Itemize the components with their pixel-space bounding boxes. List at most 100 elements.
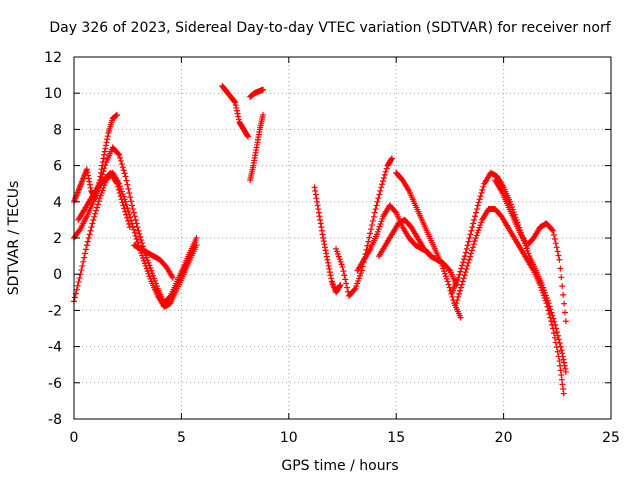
data-point	[86, 231, 93, 238]
data-point	[136, 230, 143, 237]
data-point	[130, 226, 137, 233]
data-point	[549, 226, 556, 233]
data-point	[445, 266, 452, 273]
data-point	[543, 300, 550, 307]
data-point	[99, 162, 106, 169]
data-point	[371, 209, 378, 216]
data-point	[351, 286, 358, 293]
y-tick-label: 2	[53, 231, 62, 247]
series-pass-p	[492, 177, 569, 325]
data-point	[558, 376, 565, 383]
x-tick-label: 25	[602, 430, 620, 446]
data-point	[374, 198, 381, 205]
series-pass-o	[453, 206, 567, 397]
data-point	[457, 287, 464, 294]
data-point	[470, 241, 477, 248]
data-point	[466, 235, 473, 241]
data-point	[235, 113, 242, 120]
data-point	[475, 199, 482, 206]
data-point	[80, 258, 87, 265]
data-point	[558, 347, 565, 354]
data-point	[83, 242, 90, 249]
data-point	[560, 390, 567, 397]
data-point	[122, 173, 129, 180]
data-point	[117, 193, 124, 200]
data-point	[336, 283, 343, 290]
data-point	[235, 116, 242, 123]
data-point	[552, 339, 559, 346]
data-point	[260, 111, 267, 118]
data-point	[340, 268, 347, 275]
data-point	[121, 170, 128, 177]
data-point	[89, 220, 96, 227]
data-point	[84, 238, 91, 245]
data-point	[123, 177, 130, 184]
data-point	[553, 329, 560, 336]
data-point	[367, 230, 374, 237]
data-point	[318, 227, 325, 234]
data-point	[373, 202, 380, 209]
data-point	[339, 263, 346, 270]
chart-title: Day 326 of 2023, Sidereal Day-to-day VTE…	[49, 20, 611, 36]
data-point	[101, 151, 108, 158]
data-point	[560, 291, 567, 298]
data-point	[562, 368, 569, 375]
data-point	[462, 269, 469, 276]
data-point	[467, 231, 474, 238]
data-point	[469, 244, 476, 251]
data-point	[380, 178, 387, 185]
data-point	[459, 278, 466, 285]
data-point	[457, 268, 464, 275]
data-point	[124, 214, 131, 221]
series-pass-l	[393, 169, 464, 321]
data-point	[260, 86, 267, 93]
data-point	[369, 217, 376, 224]
grid	[74, 57, 611, 419]
data-point	[114, 183, 121, 190]
data-point	[556, 256, 563, 263]
data-point	[474, 202, 481, 209]
data-point	[378, 184, 385, 191]
data-point	[324, 256, 331, 263]
data-point	[465, 238, 472, 245]
data-point	[368, 222, 375, 229]
data-point	[463, 266, 470, 273]
series-pass-d	[75, 169, 133, 231]
data-point	[453, 300, 460, 307]
x-tick-label: 15	[387, 430, 405, 446]
y-tick-label: -4	[48, 340, 62, 356]
data-point	[383, 165, 390, 172]
ticks: 0 5 10 15 20 25 -8 -6 -4 -2 0 2 4 6 8 10 12	[44, 50, 620, 446]
y-tick-label: 6	[53, 159, 62, 175]
data-point	[315, 206, 322, 213]
data-point	[116, 151, 123, 158]
data-point	[117, 154, 124, 161]
data-point	[559, 381, 566, 388]
data-point	[479, 186, 486, 193]
data-point	[169, 274, 176, 281]
data-point	[90, 216, 97, 223]
data-point	[120, 202, 127, 209]
data-point	[125, 185, 132, 192]
data-point	[548, 318, 555, 325]
data-point	[244, 133, 251, 140]
x-axis-label: GPS time / hours	[281, 458, 398, 474]
data-point	[456, 290, 463, 297]
data-point	[118, 196, 125, 203]
x-tick-label: 5	[177, 430, 186, 446]
data-point	[557, 367, 564, 374]
data-point	[562, 318, 569, 325]
data-point	[558, 274, 565, 281]
data-point	[315, 209, 322, 216]
data-point	[561, 300, 568, 307]
data-point	[471, 238, 478, 245]
data-point	[477, 193, 484, 200]
data-point	[466, 256, 473, 263]
data-point	[388, 156, 395, 163]
data-point	[556, 358, 563, 365]
data-point	[102, 142, 109, 149]
data-point	[468, 247, 475, 254]
data-point	[555, 336, 562, 343]
data-point	[118, 161, 125, 168]
data-point	[457, 314, 464, 321]
